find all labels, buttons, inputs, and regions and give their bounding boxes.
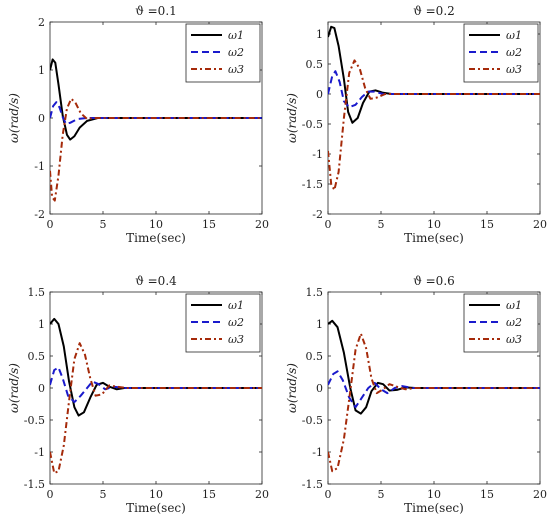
legend-box	[463, 23, 539, 83]
series-line-omega-1	[328, 25, 540, 124]
legend: ω1 ω2 ω3	[463, 293, 539, 353]
subplot-theta-0-6: 0 5 10 15 20 -1.5 -1 -0.5 0 0.5 1 1.5 ϑ =0.6 Time(sec…	[285, 274, 547, 515]
y-tick-label: -1	[312, 446, 323, 459]
series-line-omega-2	[328, 370, 540, 409]
x-tick-label: 20	[533, 218, 547, 231]
y-tick-label: 0.5	[28, 350, 46, 363]
series-line-omega-2	[50, 366, 262, 404]
y-tick-label: 2	[38, 16, 45, 29]
chart-title: ϑ =0.4	[135, 274, 177, 288]
legend-label-omega-2: ω2	[506, 46, 522, 59]
y-tick-label: 0.5	[306, 58, 324, 71]
x-tick-label: 0	[325, 488, 332, 501]
x-tick-label: 5	[100, 488, 107, 501]
y-tick-label: -2	[34, 208, 45, 221]
x-tick-label: 20	[255, 488, 269, 501]
y-tick-label: 1	[38, 64, 45, 77]
y-tick-label: 1	[316, 318, 323, 331]
series-line-omega-1	[50, 317, 262, 417]
legend-label-omega-2: ω2	[506, 316, 522, 329]
series-line-omega-1	[50, 58, 262, 141]
x-tick-label: 10	[427, 218, 441, 231]
legend-label-omega-2: ω2	[228, 316, 244, 329]
y-axis-label: ω(rad/s)	[285, 363, 299, 413]
x-tick-label: 5	[378, 488, 385, 501]
x-tick-label: 5	[100, 218, 107, 231]
y-axis-label: ω(rad/s)	[7, 363, 21, 413]
x-tick-label: 5	[378, 218, 385, 231]
x-axis-label: Time(sec)	[404, 231, 464, 245]
legend-label-omega-2: ω2	[228, 46, 244, 59]
y-tick-label: -1.5	[302, 178, 323, 191]
legend-label-omega-3: ω3	[228, 63, 244, 76]
subplot-theta-0-1: 0 5 10 15 20 -2 -1 0 1 2 ϑ =0.1 Time(sec) ω(rad/s) ω1…	[7, 4, 269, 245]
x-tick-label: 20	[533, 488, 547, 501]
series-line-omega-3	[50, 97, 262, 202]
y-tick-label: 0	[316, 88, 323, 101]
y-tick-label: -0.5	[24, 414, 45, 427]
x-tick-label: 20	[255, 218, 269, 231]
y-tick-label: 1	[38, 318, 45, 331]
legend: ω1 ω2 ω3	[463, 23, 539, 83]
legend-label-omega-3: ω3	[506, 333, 522, 346]
y-tick-label: -2	[312, 208, 323, 221]
x-tick-label: 10	[149, 488, 163, 501]
y-tick-label: 0	[38, 382, 45, 395]
x-tick-label: 0	[325, 218, 332, 231]
y-tick-label: 1.5	[306, 286, 324, 299]
x-tick-label: 10	[149, 218, 163, 231]
x-tick-label: 10	[427, 488, 441, 501]
y-tick-label: 0	[316, 382, 323, 395]
legend: ω1 ω2 ω3	[185, 293, 261, 353]
x-axis-label: Time(sec)	[126, 231, 186, 245]
y-axis-label: ω(rad/s)	[7, 93, 21, 143]
legend-box	[185, 23, 261, 83]
chart-title: ϑ =0.1	[135, 4, 177, 18]
y-tick-label: -1	[34, 446, 45, 459]
series-line-omega-2	[328, 70, 540, 109]
chart-title: ϑ =0.6	[413, 274, 455, 288]
series-line-omega-3	[328, 332, 540, 473]
legend-box	[185, 293, 261, 353]
legend-label-omega-1: ω1	[228, 299, 244, 312]
y-tick-label: 0	[38, 112, 45, 125]
legend-label-omega-1: ω1	[506, 29, 522, 42]
x-tick-label: 15	[480, 488, 494, 501]
legend: ω1 ω2 ω3	[185, 23, 261, 83]
legend-label-omega-3: ω3	[228, 333, 244, 346]
series-line-omega-3	[50, 342, 262, 475]
y-tick-label: 1.5	[28, 286, 46, 299]
x-axis-label: Time(sec)	[404, 501, 464, 515]
legend-label-omega-3: ω3	[506, 63, 522, 76]
legend-label-omega-1: ω1	[506, 299, 522, 312]
x-tick-label: 15	[202, 488, 216, 501]
x-axis-label: Time(sec)	[126, 501, 186, 515]
y-tick-label: -0.5	[302, 414, 323, 427]
y-tick-label: 0.5	[306, 350, 324, 363]
y-tick-label: -1.5	[302, 478, 323, 491]
series-line-omega-2	[50, 101, 262, 125]
chart-title: ϑ =0.2	[413, 4, 455, 18]
y-tick-label: 1	[316, 28, 323, 41]
y-tick-label: -1	[34, 160, 45, 173]
y-tick-label: -1.5	[24, 478, 45, 491]
x-tick-label: 0	[47, 218, 54, 231]
series-line-omega-3	[328, 59, 540, 191]
legend-box	[463, 293, 539, 353]
y-tick-label: -1	[312, 148, 323, 161]
x-tick-label: 15	[202, 218, 216, 231]
subplot-theta-0-2: 0 5 10 15 20 -2 -1.5 -1 -0.5 0 0.5 1 ϑ =0.2 Time(sec)…	[285, 4, 547, 245]
subplot-theta-0-4: 0 5 10 15 20 -1.5 -1 -0.5 0 0.5 1 1.5 ϑ =0.4 Time(sec…	[7, 274, 269, 515]
y-axis-label: ω(rad/s)	[285, 93, 299, 143]
x-tick-label: 15	[480, 218, 494, 231]
y-tick-label: -0.5	[302, 118, 323, 131]
legend-label-omega-1: ω1	[228, 29, 244, 42]
x-tick-label: 0	[47, 488, 54, 501]
